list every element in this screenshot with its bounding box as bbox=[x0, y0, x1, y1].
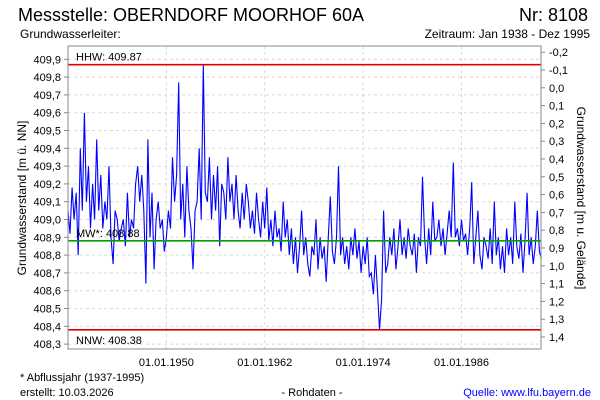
footnote: * Abflussjahr (1937-1995) bbox=[20, 372, 144, 384]
y-tick-label: 409,2 bbox=[33, 179, 61, 191]
x-tick-label: 01.01.1950 bbox=[139, 357, 194, 369]
source-link[interactable]: Quelle: www.lfu.bayern.de bbox=[463, 387, 591, 399]
y-tick-label: 408,4 bbox=[33, 321, 61, 333]
x-tick-label: 01.01.1962 bbox=[237, 357, 292, 369]
station-number: Nr: 8108 bbox=[519, 5, 588, 25]
y-tick-label: 408,5 bbox=[33, 304, 61, 316]
y-tick-label: 408,3 bbox=[33, 339, 61, 351]
raw-data-label: - Rohdaten - bbox=[281, 387, 342, 399]
y2-tick-label: 1,1 bbox=[549, 279, 564, 291]
y-tick-label: 409,1 bbox=[33, 197, 61, 209]
y2-tick-label: 0,1 bbox=[549, 101, 564, 113]
y-tick-label: 409,5 bbox=[33, 126, 61, 138]
y2-tick-label: 0,8 bbox=[549, 225, 564, 237]
x-tick-label: 01.01.1974 bbox=[336, 357, 391, 369]
y2-tick-label: 1,4 bbox=[549, 332, 564, 344]
reference-label-nnw: NNW: 408.38 bbox=[76, 335, 142, 347]
y-tick-label: 408,6 bbox=[33, 286, 61, 298]
y-tick-label: 409,9 bbox=[33, 54, 61, 66]
y-axis-label: Grundwasserstand [m ü. NN] bbox=[15, 121, 29, 276]
y-tick-label: 408,7 bbox=[33, 268, 61, 280]
y-tick-label: 408,9 bbox=[33, 232, 61, 244]
y2-tick-label: -0,1 bbox=[549, 65, 568, 77]
reference-label-hhw: HHW: 409.87 bbox=[76, 52, 142, 64]
reference-lines: HHW: 409.87 MW*: 408.88 NNW: 408.38 bbox=[68, 52, 541, 347]
y-tick-label: 409,8 bbox=[33, 72, 61, 84]
y2-tick-label: 0,2 bbox=[549, 118, 564, 130]
y-tick-label: 408,8 bbox=[33, 250, 61, 262]
y2-tick-label: 0,5 bbox=[549, 172, 564, 184]
y-axis-right: -0,2 -0,1 0,0 0,1 0,2 0,3 0,4 0,5 0,6 0,7 0,8 0,9 1,… bbox=[541, 47, 568, 344]
y-tick-label: 409,0 bbox=[33, 215, 61, 227]
plot-frame bbox=[67, 45, 542, 350]
y2-tick-label: 0,4 bbox=[549, 154, 564, 166]
y-tick-label: 409,3 bbox=[33, 161, 61, 173]
y-tick-label: 409,7 bbox=[33, 90, 61, 102]
series-line bbox=[67, 64, 542, 330]
aquifer-label: Grundwasserleiter: bbox=[20, 27, 121, 41]
created-date: erstellt: 10.03.2026 bbox=[20, 387, 114, 399]
y2-axis-label: Grundwasserstand [m u. Gelände] bbox=[574, 107, 588, 290]
y2-tick-label: 0,3 bbox=[549, 136, 564, 148]
y2-tick-label: 0,0 bbox=[549, 83, 564, 95]
y-axis-left: 409,9 409,8 409,7 409,6 409,5 409,4 409,3 409,2… bbox=[33, 54, 68, 351]
y2-tick-label: -0,2 bbox=[549, 47, 568, 59]
reference-label-mw: MW*: 408.88 bbox=[76, 228, 140, 240]
station-title: Messstelle: OBERNDORF MOORHOF 60A bbox=[18, 5, 364, 25]
x-axis: 01.01.1950 01.01.1962 01.01.1974 01.01.1986 bbox=[139, 357, 489, 369]
y2-tick-label: 1,3 bbox=[549, 314, 564, 326]
y2-tick-label: 1,0 bbox=[549, 261, 564, 273]
x-tick-label: 01.01.1986 bbox=[434, 357, 489, 369]
y-tick-label: 409,4 bbox=[33, 143, 61, 155]
period-label: Zeitraum: Jan 1938 - Dez 1995 bbox=[425, 27, 591, 41]
y-tick-label: 409,6 bbox=[33, 108, 61, 120]
y2-tick-label: 0,9 bbox=[549, 243, 564, 255]
y2-tick-label: 1,2 bbox=[549, 296, 564, 308]
y2-tick-label: 0,6 bbox=[549, 190, 564, 202]
y2-tick-label: 0,7 bbox=[549, 207, 564, 219]
